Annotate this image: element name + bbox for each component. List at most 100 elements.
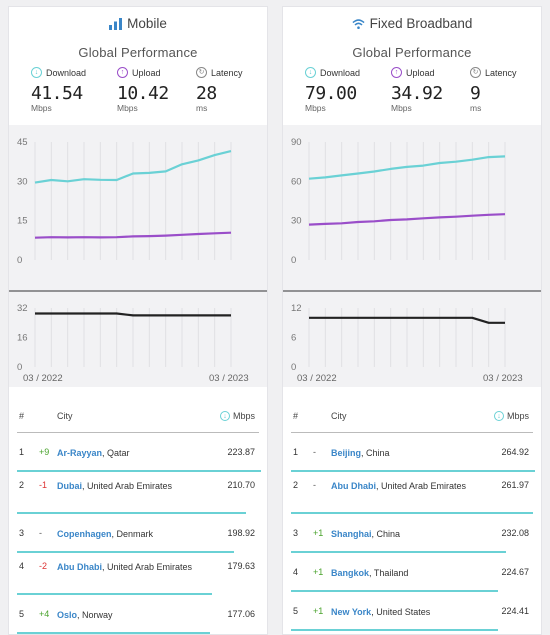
- table-row: 4 +1 Bangkok, Thailand 224.67: [283, 553, 541, 592]
- download-series-line: [308, 155, 506, 180]
- city-link[interactable]: Beijing: [331, 448, 362, 458]
- rank-change: -2: [39, 561, 48, 571]
- table-rows: 1- Beijing, China 264.92 2- Abu Dhabi, Unite…: [283, 433, 541, 631]
- speed-value: 210.70: [227, 480, 255, 490]
- table-row: 4 -2 Abu Dhabi, United Arab Emirates 179.63: [9, 553, 267, 595]
- upload-unit: Mbps: [391, 103, 412, 113]
- latency-value: 9: [470, 83, 481, 104]
- table-row: 1 - Beijing, China 264.92: [283, 433, 541, 472]
- download-value: 41.54: [31, 83, 83, 104]
- city-link[interactable]: Ar-Rayyan: [57, 448, 103, 458]
- speed-value: 261.97: [501, 480, 529, 490]
- country-name: , United Arab Emirates: [102, 562, 193, 572]
- rank-header: #: [19, 411, 25, 421]
- city-link[interactable]: Oslo: [57, 610, 78, 620]
- country-name: , Norway: [77, 610, 113, 620]
- panel-title: Fixed Broadband: [283, 16, 541, 31]
- download-value: 79.00: [305, 83, 357, 104]
- table-rows: 1 +9 Ar-Rayyan, Qatar 223.87 2 -1 Dubai, Unite…: [9, 433, 267, 634]
- city-cell: Copenhagen, Denmark: [57, 528, 207, 540]
- performance-chart: 45 30 15 0 32 16 0 03 / 2022 03 / 2023: [9, 125, 267, 387]
- speed-bar: [291, 470, 535, 472]
- city-cell: Beijing, China: [331, 447, 481, 459]
- rank-number: 1: [19, 447, 25, 457]
- table-row: 2 - Abu Dhabi, United Arab Emirates 261.97: [283, 472, 541, 514]
- city-link[interactable]: Copenhagen: [57, 529, 112, 539]
- city-cell: New York, United States: [331, 606, 481, 618]
- panel-title-text: Fixed Broadband: [369, 16, 473, 31]
- latency-metric: ↻ Latency 28 ms: [196, 67, 267, 113]
- city-link[interactable]: Bangkok: [331, 568, 370, 578]
- latency-series-line: [35, 312, 231, 317]
- upload-series-line: [308, 213, 506, 226]
- upload-unit: Mbps: [117, 103, 138, 113]
- header-divider: [17, 432, 259, 433]
- upload-metric: ↑ Upload 34.92 Mbps: [391, 67, 471, 113]
- download-unit: Mbps: [31, 103, 52, 113]
- table-row: 5 +1 New York, United States 224.41: [283, 592, 541, 631]
- y-tick-label: 15: [17, 216, 28, 227]
- latency-label: Latency: [485, 67, 517, 78]
- rank-number: 1: [293, 447, 299, 457]
- city-link[interactable]: New York: [331, 607, 372, 617]
- table-row: 3 +1 Shanghai, China 232.08: [283, 514, 541, 553]
- rank-change: +1: [313, 606, 324, 616]
- latency-metric: ↻ Latency 9 ms: [470, 67, 541, 113]
- speed-bar: [291, 512, 533, 514]
- speed-bar: [17, 593, 213, 595]
- download-metric: ↓ Download 41.54 Mbps: [31, 67, 111, 113]
- y-tick-label: 90: [291, 137, 302, 148]
- metrics-row: ↓ Download 41.54 Mbps ↑ Upload 10.42 Mbps …: [9, 67, 267, 123]
- metrics-row: ↓ Download 79.00 Mbps ↑ Upload 34.92 Mbps …: [283, 67, 541, 123]
- upload-value: 34.92: [391, 83, 443, 104]
- download-label: Download: [46, 67, 87, 78]
- fixed-broadband-panel: Fixed Broadband Global Performance ↓ Down…: [282, 6, 542, 635]
- y-tick-label: 0: [291, 362, 296, 373]
- city-link[interactable]: Abu Dhabi: [331, 481, 376, 491]
- upload-label: Upload: [406, 67, 435, 78]
- rank-change: -: [39, 528, 42, 538]
- download-label: Download: [320, 67, 361, 78]
- rank-change: +4: [39, 609, 50, 619]
- latency-unit: ms: [196, 103, 208, 113]
- city-header: City: [57, 411, 73, 421]
- rank-change: -1: [39, 480, 48, 490]
- latency-label: Latency: [211, 67, 243, 78]
- city-link[interactable]: Dubai: [57, 481, 83, 491]
- city-cell: Abu Dhabi, United Arab Emirates: [57, 561, 207, 573]
- y-tick-label: 60: [291, 176, 302, 187]
- signal-bars-icon: [109, 17, 123, 30]
- rank-number: 3: [19, 528, 25, 538]
- speed-value: 179.63: [227, 561, 255, 571]
- country-name: , United States: [371, 607, 431, 617]
- city-cell: Dubai, United Arab Emirates: [57, 480, 207, 492]
- upload-icon: ↑: [391, 67, 402, 78]
- download-icon: ↓: [219, 411, 230, 421]
- speed-value: 177.06: [227, 609, 255, 619]
- rank-change: +1: [313, 567, 324, 577]
- y-tick-label: 0: [291, 255, 296, 266]
- speed-value: 223.87: [227, 447, 255, 457]
- country-name: , United Arab Emirates: [82, 481, 173, 491]
- speed-header-label: Mbps: [232, 411, 255, 421]
- y-tick-label: 45: [17, 137, 28, 148]
- city-link[interactable]: Shanghai: [331, 529, 372, 539]
- upload-series-line: [34, 231, 232, 239]
- panel-title: Mobile: [9, 16, 267, 31]
- city-link[interactable]: Abu Dhabi: [57, 562, 102, 572]
- table-row: 5 +4 Oslo, Norway 177.06: [9, 595, 267, 634]
- y-tick-label: 12: [291, 303, 302, 314]
- mobile-panel: Mobile Global Performance ↓ Download 41.5…: [8, 6, 268, 635]
- download-unit: Mbps: [305, 103, 326, 113]
- speed-bar: [291, 551, 506, 553]
- rank-number: 4: [293, 567, 299, 577]
- country-name: , United Arab Emirates: [376, 481, 467, 491]
- speed-bar: [17, 470, 261, 472]
- rank-header: #: [293, 411, 299, 421]
- speed-header: ↓ Mbps: [493, 411, 529, 421]
- date-start-label: 03 / 2022: [23, 373, 63, 384]
- panel-subtitle: Global Performance: [78, 45, 198, 60]
- speed-bar: [291, 629, 499, 631]
- upload-metric: ↑ Upload 10.42 Mbps: [117, 67, 197, 113]
